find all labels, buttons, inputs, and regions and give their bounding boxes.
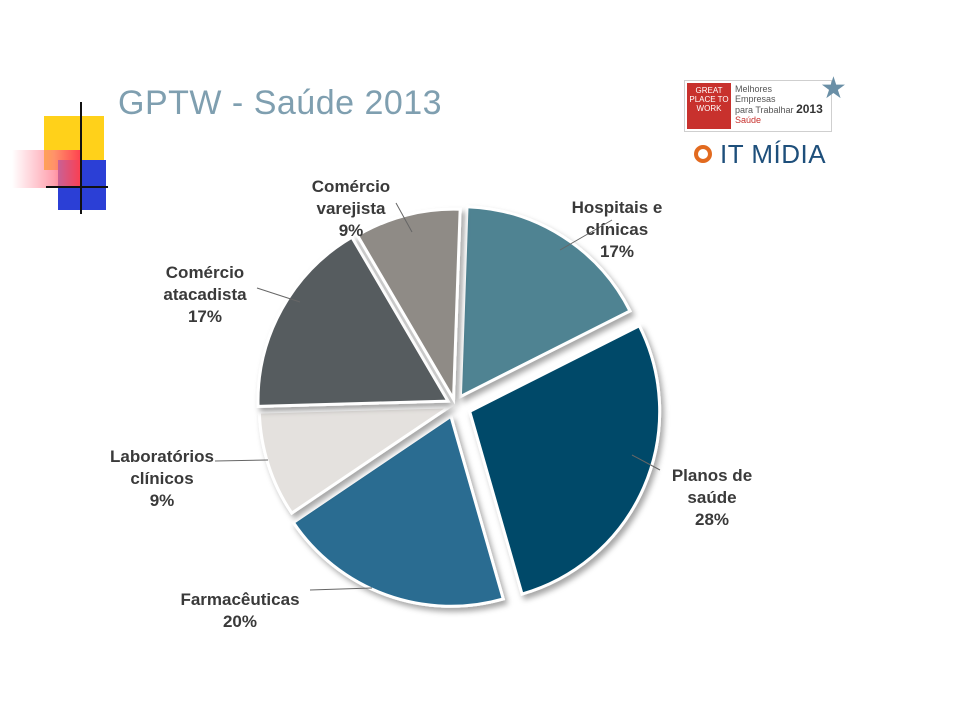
leader-line-2 (309, 587, 373, 591)
leader-line-4 (256, 287, 301, 303)
leader-line-3 (214, 459, 269, 462)
slice-label-2-line-0: Farmacêuticas (180, 590, 300, 609)
decor-vertical-line (80, 102, 82, 214)
slice-label-5-line-1: varejista (316, 199, 386, 218)
slice-label-4-line-0: Comércio (165, 263, 245, 282)
pie-slice-4 (256, 235, 451, 408)
leader-line-5 (395, 202, 413, 233)
gptw-line2: Empresas (735, 94, 776, 104)
pie-slice-1 (467, 323, 662, 596)
pie-slice-0 (458, 205, 632, 400)
leader-line-1 (631, 454, 661, 471)
slice-label-1: Planos de saúde 28% (672, 465, 752, 531)
slice-label-3-line-2: 9% (149, 491, 175, 510)
leader-line-0 (559, 219, 613, 251)
slice-label-1-line-2: 28% (694, 510, 730, 529)
slide-title: GPTW - Saúde 2013 (118, 84, 443, 122)
decor-horizontal-line (46, 186, 108, 188)
decor-red-gradient (12, 150, 82, 188)
slice-label-5-line-2: 9% (338, 221, 364, 240)
pie-slice-2 (291, 413, 506, 608)
star-icon: ★ (820, 72, 847, 105)
slice-label-5: Comércio varejista 9% (312, 176, 390, 242)
pie-slice-3 (257, 405, 455, 516)
slice-label-5-line-0: Comércio (311, 177, 391, 196)
slice-label-0-line-2: 17% (599, 242, 634, 261)
slice-label-0: Hospitais e clínicas 17% (572, 197, 663, 263)
slice-label-3-line-0: Laboratórios (110, 447, 214, 466)
slice-label-0-line-0: Hospitais e (571, 198, 663, 217)
slice-label-3-line-1: clínicos (130, 469, 194, 488)
gptw-red-block: GREAT PLACE TO WORK (687, 83, 731, 129)
slice-label-1-line-1: saúde (687, 488, 737, 507)
slice-label-4-line-1: atacadista (163, 285, 247, 304)
gptw-year: 2013 (796, 102, 823, 116)
gptw-line3-row: para Trabalhar 2013 (735, 102, 823, 116)
slice-label-0-line-1: clínicas (585, 220, 649, 239)
slice-label-2: Farmacêuticas 20% (180, 589, 299, 633)
slice-label-3: Laboratórios clínicos 9% (110, 446, 214, 512)
slice-label-1-line-0: Planos de (671, 466, 753, 485)
slice-label-4: Comércio atacadista 17% (163, 262, 246, 328)
gptw-line3: para Trabalhar (735, 105, 794, 115)
itmidia-logo-text: IT MÍDIA (720, 138, 827, 169)
slice-label-2-line-1: 20% (222, 612, 257, 631)
pie-slice-5 (355, 207, 462, 405)
slice-label-4-line-2: 17% (187, 307, 222, 326)
gptw-logo: GREAT PLACE TO WORK Melhores Empresas pa… (684, 80, 832, 132)
gptw-sub: Saúde (735, 115, 762, 125)
itmidia-logo: IT MÍDIA (694, 138, 826, 170)
ring-icon (694, 145, 712, 163)
gptw-line1: Melhores (735, 84, 773, 94)
gptw-logo-text: Melhores Empresas para Trabalhar 2013 Sa… (735, 84, 823, 125)
